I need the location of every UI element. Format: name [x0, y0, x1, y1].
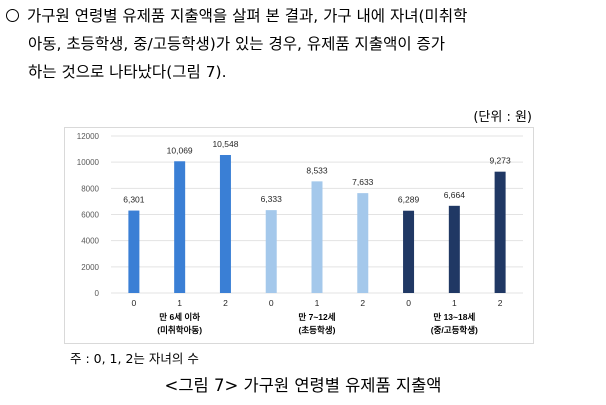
- x-tick-label: 2: [498, 298, 503, 308]
- paragraph-line-3: 하는 것으로 나타났다(그림 7).: [28, 63, 227, 81]
- data-label: 10,548: [212, 139, 238, 149]
- y-tick-label: 12000: [77, 132, 100, 141]
- group-sublabel: (미취학아동): [157, 325, 202, 335]
- bar: [311, 181, 323, 293]
- bar: [128, 210, 140, 293]
- data-label: 9,273: [489, 156, 511, 166]
- group-sublabel: (중/고등학생): [431, 325, 478, 335]
- bar: [174, 161, 186, 293]
- bar: [265, 210, 277, 293]
- bullet-circle-icon: [6, 9, 19, 22]
- data-label: 6,664: [444, 190, 466, 200]
- data-label: 6,301: [123, 195, 145, 205]
- group-label: 만 13~18세: [433, 312, 475, 322]
- paragraph-line-1: 가구원 연령별 유제품 지출액을 살펴 본 결과, 가구 내에 자녀(미취학: [27, 7, 468, 25]
- data-label: 6,333: [261, 194, 283, 204]
- chart-note: 주 : 0, 1, 2는 자녀의 수: [70, 351, 199, 366]
- x-tick-label: 2: [223, 298, 228, 308]
- data-label: 10,069: [167, 145, 193, 155]
- bar: [494, 171, 506, 293]
- group-sublabel: (초등학생): [299, 325, 336, 335]
- unit-label: (단위 : 원): [473, 110, 532, 125]
- bar: [403, 210, 415, 293]
- bar: [219, 154, 231, 293]
- figure-caption: <그림 7> 가구원 연령별 유제품 지출액: [164, 376, 442, 395]
- y-tick-label: 4000: [81, 237, 99, 246]
- body-paragraph: 가구원 연령별 유제품 지출액을 살펴 본 결과, 가구 내에 자녀(미취학 아…: [6, 2, 604, 86]
- x-tick-label: 1: [452, 298, 457, 308]
- y-tick-label: 0: [95, 289, 100, 298]
- x-tick-label: 0: [269, 298, 274, 308]
- y-tick-label: 6000: [81, 211, 99, 220]
- bar: [357, 193, 369, 293]
- group-label: 만 6세 이하: [159, 312, 200, 322]
- x-tick-label: 1: [177, 298, 182, 308]
- y-tick-label: 2000: [81, 263, 99, 272]
- chart-container: 0 2000 4000 6000 8000 10000 12000 6,301 0 10,069 1…: [64, 127, 534, 344]
- data-label: 7,633: [352, 177, 374, 187]
- x-tick-label: 0: [406, 298, 411, 308]
- y-tick-label: 8000: [81, 184, 99, 193]
- y-tick-label: 10000: [77, 158, 100, 167]
- bar-chart: 0 2000 4000 6000 8000 10000 12000 6,301 0 10,069 1…: [77, 132, 523, 335]
- group-label: 만 7~12세: [298, 312, 335, 322]
- data-label: 8,533: [306, 165, 328, 175]
- paragraph-line-2: 아동, 초등학생, 중/고등학생)가 있는 경우, 유제품 지출액이 증가: [28, 35, 446, 53]
- data-label: 6,289: [398, 195, 420, 205]
- x-tick-label: 0: [132, 298, 137, 308]
- x-tick-label: 2: [360, 298, 365, 308]
- bar: [448, 205, 460, 293]
- x-tick-label: 1: [315, 298, 320, 308]
